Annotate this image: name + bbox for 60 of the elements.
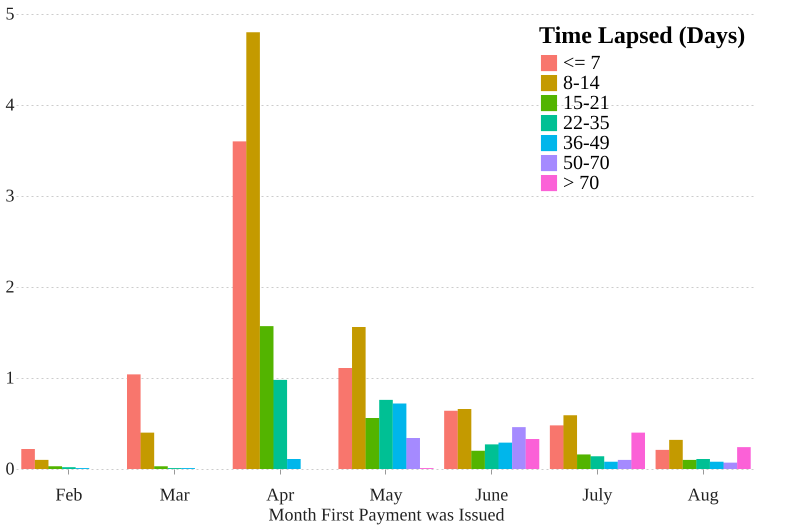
bar — [550, 425, 564, 469]
y-tick-label: 5 — [6, 4, 14, 24]
legend-label: 36-49 — [563, 132, 610, 154]
bar — [273, 380, 288, 469]
bar — [21, 448, 35, 469]
x-tick-label: Feb — [55, 484, 82, 504]
bar — [352, 327, 366, 469]
bar — [669, 440, 683, 469]
bar — [458, 408, 472, 469]
bar — [484, 444, 499, 469]
bar — [392, 403, 406, 469]
bar — [724, 462, 738, 469]
bar — [366, 418, 380, 469]
bar — [604, 462, 618, 469]
bar — [287, 458, 301, 469]
legend-label: 8-14 — [563, 72, 600, 94]
legend-label: > 70 — [563, 172, 600, 194]
bar — [618, 460, 632, 469]
x-tick-label: Aug — [688, 484, 719, 504]
bar — [498, 442, 512, 469]
bar — [512, 427, 526, 469]
bar — [696, 458, 710, 469]
legend-label: 50-70 — [563, 152, 610, 174]
bar — [48, 466, 62, 469]
bar — [260, 326, 274, 469]
bar — [140, 432, 154, 469]
bar — [563, 415, 578, 469]
bar — [737, 447, 751, 469]
x-tick-label: July — [582, 484, 612, 504]
bar — [154, 466, 168, 469]
legend-label: 15-21 — [563, 92, 610, 114]
bar — [127, 374, 141, 469]
bar — [656, 450, 670, 469]
bar — [406, 438, 420, 469]
x-tick-label: June — [475, 484, 508, 504]
bar — [682, 460, 696, 469]
y-tick-label: 0 — [6, 458, 14, 478]
bar — [526, 438, 540, 469]
bar — [590, 456, 604, 469]
y-tick-label: 3 — [6, 186, 14, 206]
bar — [246, 32, 260, 469]
y-tick-label: 1 — [6, 368, 14, 388]
legend-label: 22-35 — [563, 112, 610, 134]
bar — [444, 410, 458, 469]
bar — [232, 141, 246, 469]
bar — [34, 460, 48, 469]
x-axis-title: Month First Payment was Issued — [268, 504, 504, 524]
bar — [379, 400, 393, 469]
bar — [577, 454, 591, 469]
y-tick-label: 2 — [6, 276, 14, 296]
x-tick-label: Mar — [160, 484, 190, 504]
x-tick-label: May — [370, 484, 402, 504]
bar — [631, 432, 645, 469]
bar — [338, 368, 352, 469]
y-tick-label: 4 — [6, 94, 14, 114]
legend-title: Time Lapsed (Days) — [539, 23, 746, 49]
bar — [710, 462, 724, 469]
bar — [471, 450, 485, 469]
legend-label: <= 7 — [563, 52, 601, 74]
x-tick-label: Apr — [266, 484, 294, 504]
